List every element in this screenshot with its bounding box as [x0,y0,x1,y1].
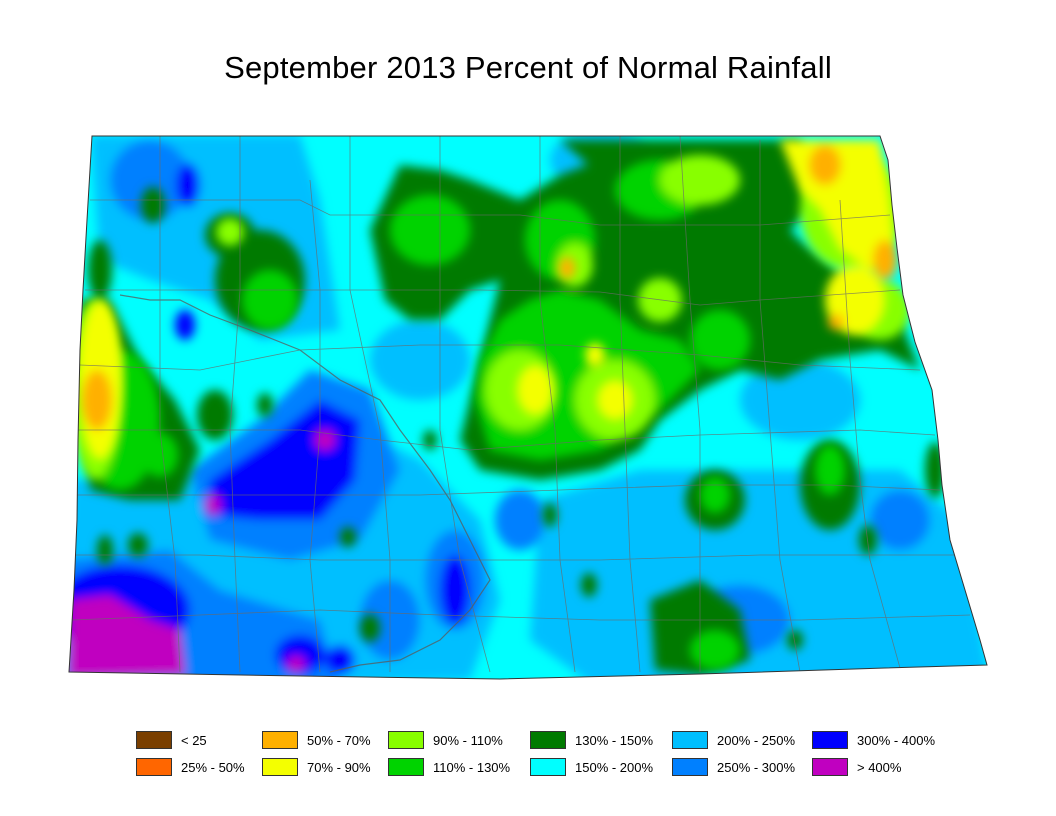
legend-label: < 25 [181,732,207,748]
legend-item: < 25 [136,730,207,750]
rainfall-surface [69,136,987,679]
legend-swatch [388,731,424,749]
legend-swatch [530,731,566,749]
legend-label: 110% - 130% [433,759,511,775]
legend-swatch [812,731,848,749]
legend-item: 200% - 250% [672,730,795,750]
legend-label: 25% - 50% [181,759,245,775]
county-boundaries [71,136,971,673]
legend-item: 300% - 400% [812,730,935,750]
legend-item: 70% - 90% [262,757,371,777]
legend-item: 150% - 200% [530,757,653,777]
legend-item: > 400% [812,757,901,777]
legend-label: 70% - 90% [307,759,371,775]
legend-swatch [262,758,298,776]
legend-label: 250% - 300% [717,759,796,775]
legend-item: 25% - 50% [136,757,245,777]
legend-swatch [812,758,848,776]
legend-item: 250% - 300% [672,757,795,777]
legend-label: > 400% [857,759,902,775]
legend-swatch [388,758,424,776]
legend-item: 130% - 150% [530,730,653,750]
legend-label: 130% - 150% [575,732,654,748]
legend-label: 90% - 110% [433,732,503,748]
rainfall-map [68,135,988,680]
state-outline [68,135,988,680]
legend-label: 150% - 200% [575,759,654,775]
legend-swatch [136,731,172,749]
legend-swatch [262,731,298,749]
legend-label: 200% - 250% [717,732,796,748]
legend-label: 50% - 70% [307,732,371,748]
legend-item: 110% - 130% [388,757,510,777]
legend-label: 300% - 400% [857,732,936,748]
legend-swatch [136,758,172,776]
legend-swatch [672,731,708,749]
legend-swatch [530,758,566,776]
legend-item: 50% - 70% [262,730,371,750]
legend-swatch [672,758,708,776]
legend-item: 90% - 110% [388,730,503,750]
map-title: September 2013 Percent of Normal Rainfal… [224,50,832,85]
